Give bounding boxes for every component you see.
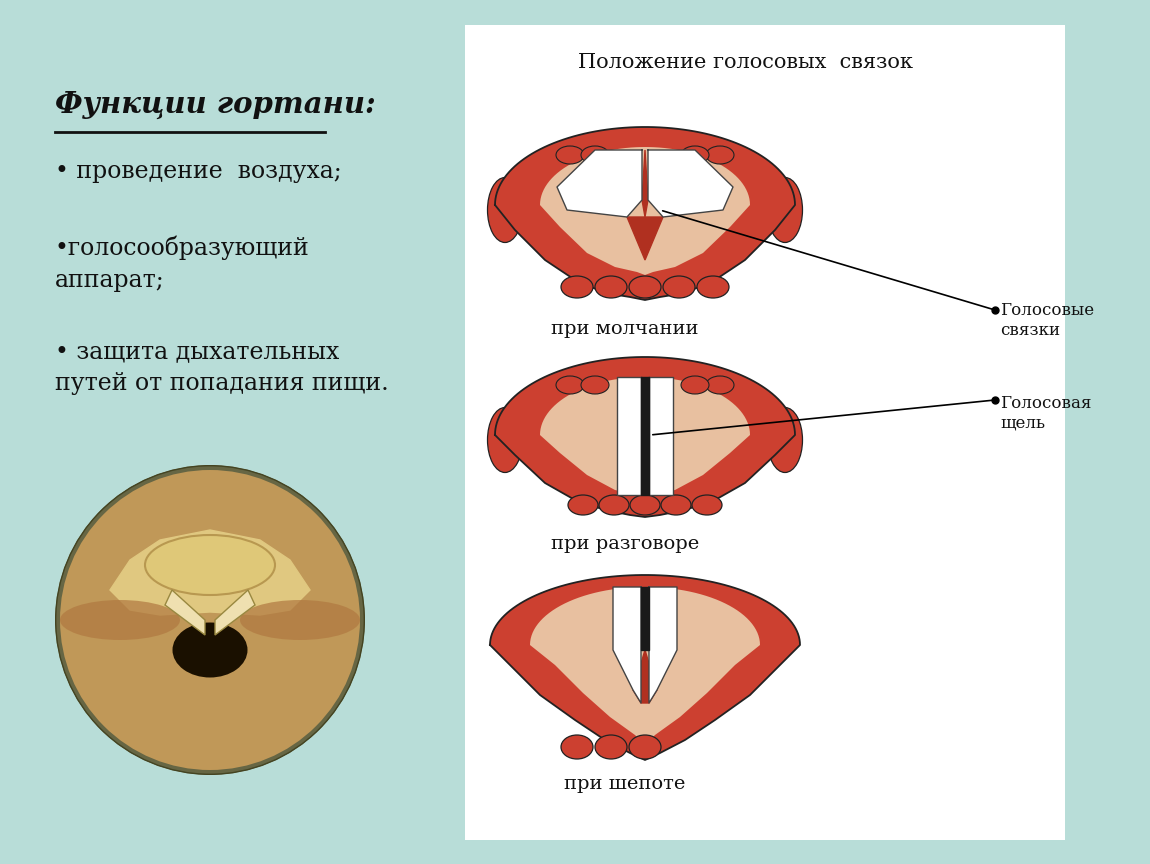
Polygon shape [618,377,641,495]
Text: при шепоте: при шепоте [565,775,685,793]
Ellipse shape [581,376,610,394]
Polygon shape [647,150,733,217]
Ellipse shape [561,735,593,759]
Polygon shape [632,650,657,703]
Ellipse shape [172,622,247,677]
Ellipse shape [661,495,691,515]
Ellipse shape [681,376,710,394]
Ellipse shape [767,408,803,473]
Circle shape [55,465,365,775]
Ellipse shape [555,586,584,604]
Ellipse shape [692,495,722,515]
Ellipse shape [561,276,593,298]
Ellipse shape [488,618,522,683]
Polygon shape [642,150,647,217]
Ellipse shape [681,586,710,604]
Ellipse shape [488,408,522,473]
Polygon shape [530,587,760,745]
Ellipse shape [581,146,610,164]
Polygon shape [649,377,673,495]
Ellipse shape [599,495,629,515]
Polygon shape [540,147,750,275]
Ellipse shape [629,735,661,759]
Ellipse shape [488,177,522,243]
Polygon shape [540,377,750,497]
Text: Голосовая
щель: Голосовая щель [1000,395,1091,432]
Polygon shape [641,587,649,650]
Ellipse shape [240,600,360,640]
Polygon shape [164,590,205,635]
Polygon shape [627,217,664,260]
Polygon shape [494,357,795,517]
Ellipse shape [595,276,627,298]
Polygon shape [490,575,800,760]
Bar [465,25,1065,840]
Text: Голосовые
связки: Голосовые связки [1000,302,1094,339]
Ellipse shape [706,586,734,604]
Ellipse shape [706,376,734,394]
Polygon shape [110,530,310,615]
Ellipse shape [767,177,803,243]
Ellipse shape [595,735,627,759]
Ellipse shape [629,276,661,298]
Polygon shape [494,127,795,300]
Ellipse shape [568,495,598,515]
Ellipse shape [706,146,734,164]
Ellipse shape [60,600,181,640]
Text: • проведение  воздуха;: • проведение воздуха; [55,160,342,183]
Polygon shape [613,587,641,703]
Polygon shape [641,377,649,495]
Ellipse shape [767,618,803,683]
Ellipse shape [581,586,610,604]
Ellipse shape [555,146,584,164]
Ellipse shape [630,495,660,515]
Ellipse shape [697,735,729,759]
Circle shape [60,470,360,770]
Polygon shape [649,587,677,703]
Text: • защита дыхательных
путей от попадания пищи.: • защита дыхательных путей от попадания … [55,340,389,395]
Ellipse shape [664,276,695,298]
Text: при разговоре: при разговоре [551,535,699,553]
Text: Положение голосовых  связок: Положение голосовых связок [577,54,912,73]
Ellipse shape [555,376,584,394]
Text: •голосообразующий
аппарат;: •голосообразующий аппарат; [55,235,309,291]
Ellipse shape [145,535,275,595]
Polygon shape [215,590,255,635]
Ellipse shape [681,146,710,164]
Ellipse shape [664,735,695,759]
Polygon shape [557,150,642,217]
Text: при молчании: при молчании [551,320,699,338]
Ellipse shape [697,276,729,298]
Text: Функции гортани:: Функции гортани: [55,90,376,119]
